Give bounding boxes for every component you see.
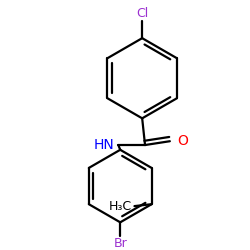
Text: Cl: Cl [136,7,148,20]
Text: O: O [178,134,188,148]
Text: H₃C: H₃C [108,200,132,212]
Text: Br: Br [113,237,127,250]
Text: HN: HN [94,138,114,152]
